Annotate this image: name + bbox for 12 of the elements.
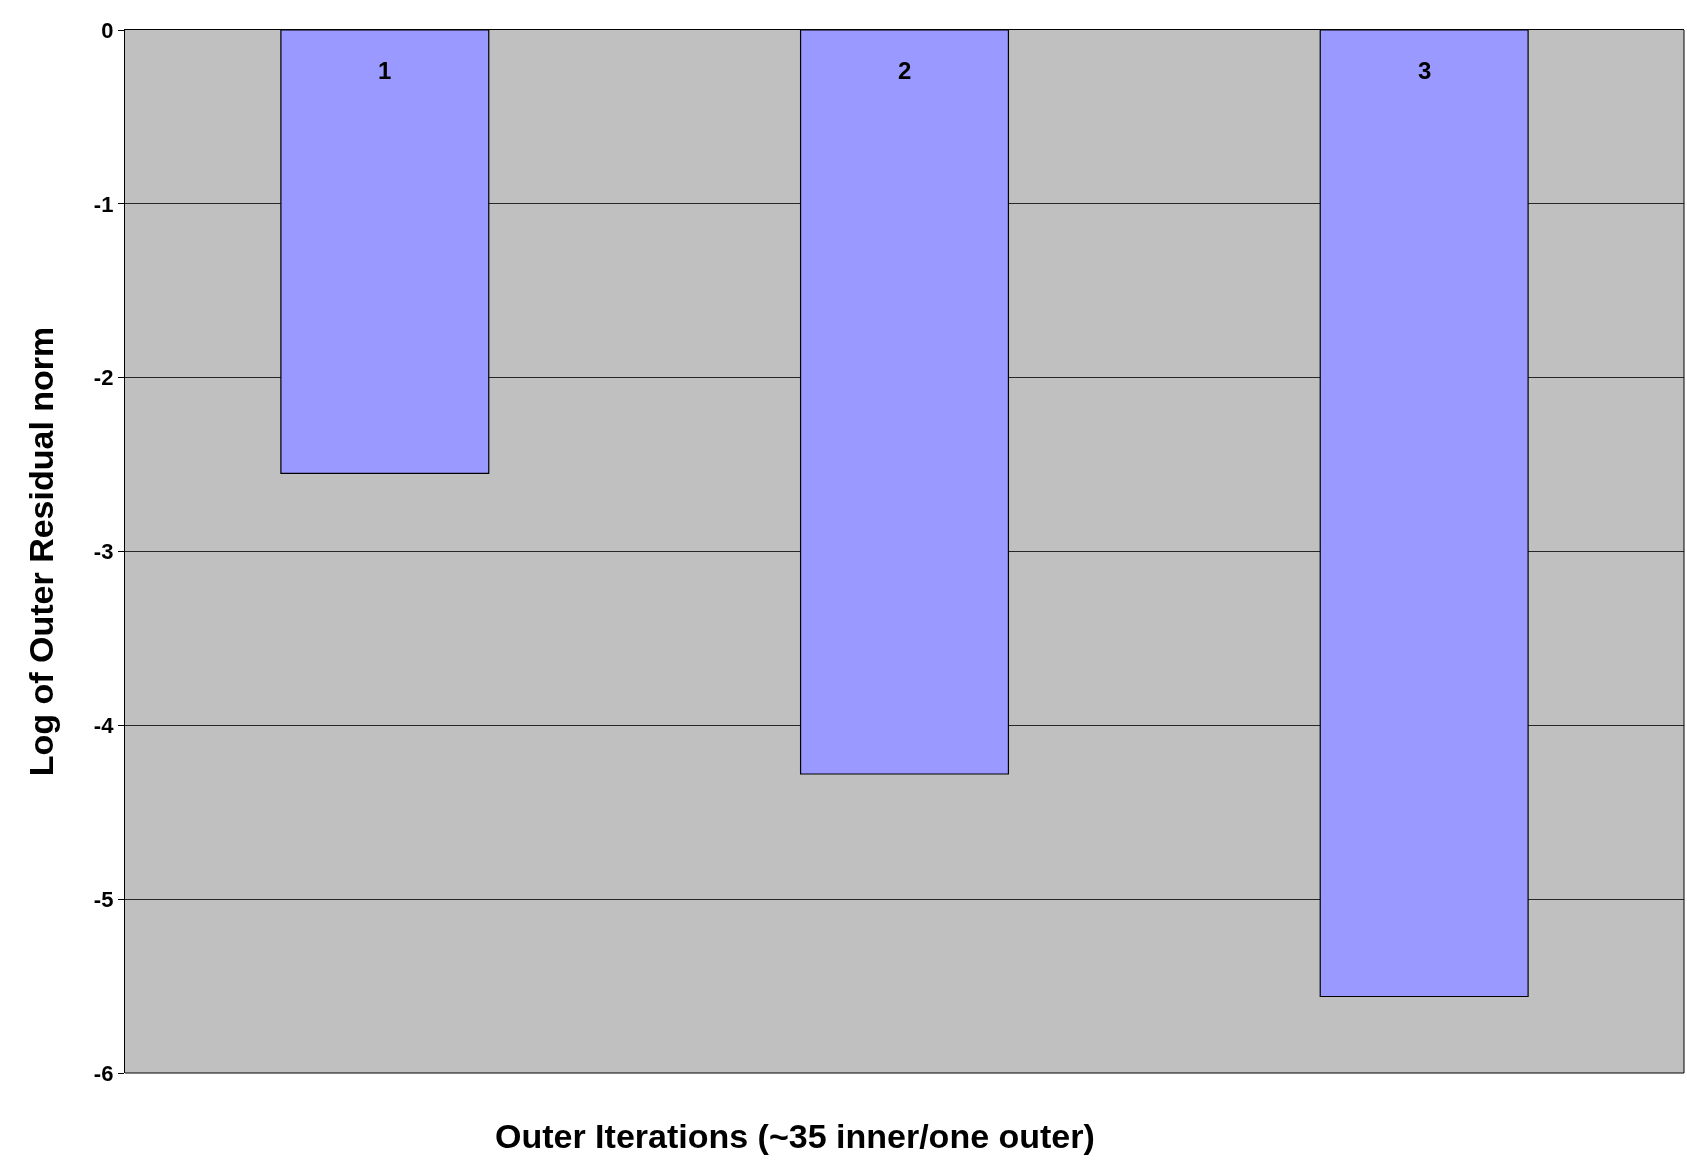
- x-tick-label: 1: [378, 57, 392, 84]
- y-tick-label: -6: [93, 1060, 114, 1086]
- y-axis-title: Log of Outer Residual norm: [21, 326, 60, 777]
- y-tick-label: -1: [93, 191, 114, 217]
- y-tick-label: -4: [93, 713, 115, 739]
- y-tick-label: -2: [93, 365, 114, 391]
- y-tick-label: -5: [93, 886, 114, 912]
- y-tick-label: -3: [93, 539, 114, 565]
- x-tick-label: 2: [898, 57, 912, 84]
- y-tick-label: 0: [101, 17, 114, 43]
- x-axis-title: Outer Iterations (~35 inner/one outer): [495, 1117, 1095, 1155]
- x-tick-label: 3: [1418, 57, 1432, 84]
